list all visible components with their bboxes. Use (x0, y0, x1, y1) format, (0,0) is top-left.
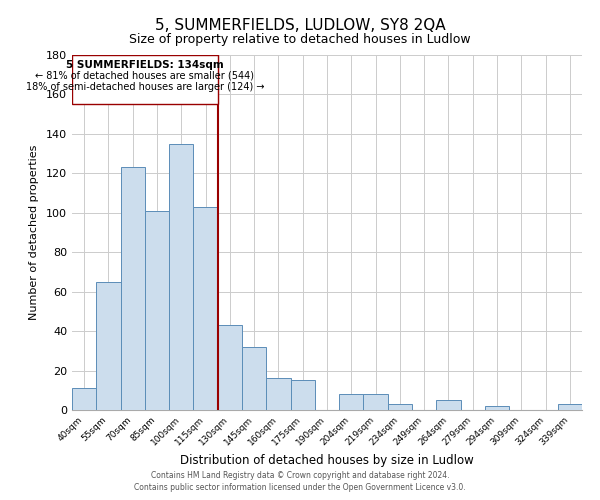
Text: Size of property relative to detached houses in Ludlow: Size of property relative to detached ho… (129, 32, 471, 46)
Bar (266, 378, 290, 410)
Text: 5 SUMMERFIELDS: 134sqm: 5 SUMMERFIELDS: 134sqm (66, 60, 224, 70)
Bar (72, 388, 96, 410)
Bar (72, 55, 218, 104)
Text: ← 81% of detached houses are smaller (544): ← 81% of detached houses are smaller (54… (35, 71, 254, 81)
Bar (218, 325, 242, 410)
Bar (242, 347, 266, 410)
Text: 5, SUMMERFIELDS, LUDLOW, SY8 2QA: 5, SUMMERFIELDS, LUDLOW, SY8 2QA (155, 18, 445, 32)
Bar (290, 380, 315, 410)
Text: Contains HM Land Registry data © Crown copyright and database right 2024.: Contains HM Land Registry data © Crown c… (151, 470, 449, 480)
Text: 18% of semi-detached houses are larger (124) →: 18% of semi-detached houses are larger (… (26, 82, 264, 92)
Y-axis label: Number of detached properties: Number of detached properties (29, 145, 39, 320)
Bar (121, 168, 145, 410)
X-axis label: Distribution of detached houses by size in Ludlow: Distribution of detached houses by size … (180, 454, 474, 467)
Bar (339, 394, 364, 410)
Bar (169, 144, 193, 410)
Bar (558, 404, 582, 410)
Bar (96, 282, 121, 410)
Bar (436, 400, 461, 410)
Bar (145, 211, 169, 410)
Bar (193, 207, 218, 410)
Bar (364, 394, 388, 410)
Bar (388, 404, 412, 410)
Bar (485, 406, 509, 410)
Text: Contains public sector information licensed under the Open Government Licence v3: Contains public sector information licen… (134, 483, 466, 492)
